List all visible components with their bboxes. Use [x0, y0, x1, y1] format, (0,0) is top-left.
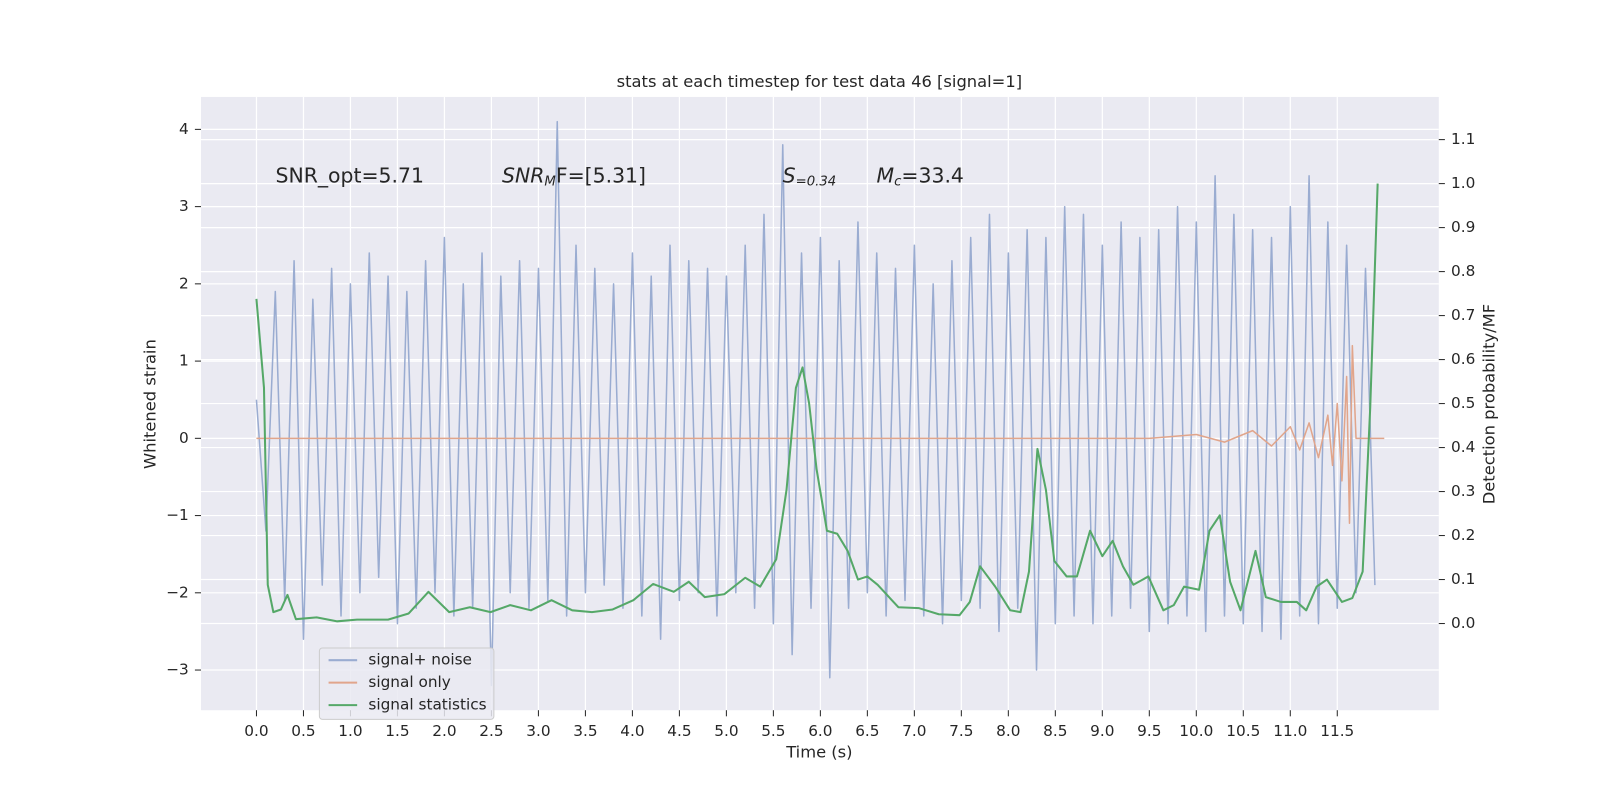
y2-tick-label: 0.6 — [1451, 350, 1475, 368]
y-tick-label: 2 — [179, 274, 189, 292]
x-tick-label: 0.5 — [291, 722, 315, 740]
annotation-part: SNR_opt=5.71 — [276, 164, 424, 189]
x-tick-label: 2.5 — [479, 722, 503, 740]
y2-tick-label: 1.1 — [1451, 130, 1475, 148]
x-tick-label: 1.0 — [338, 722, 362, 740]
annotation-part: c — [894, 175, 902, 190]
y2-axis-label: Detection probability/MF — [1479, 304, 1498, 504]
x-tick-label: 7.0 — [902, 722, 926, 740]
x-axis-label: Time (s) — [785, 743, 852, 762]
x-tick-label: 0.0 — [244, 722, 268, 740]
x-tick-label: 7.5 — [949, 722, 973, 740]
x-tick-label: 1.5 — [385, 722, 409, 740]
x-tick-label: 10.0 — [1179, 722, 1213, 740]
legend-label: signal+ noise — [368, 651, 472, 669]
legend-label: signal statistics — [368, 696, 486, 714]
x-tick-label: 3.0 — [526, 722, 550, 740]
x-tick-label: 11.5 — [1320, 722, 1354, 740]
x-tick-label: 8.0 — [996, 722, 1020, 740]
x-tick-label: 4.0 — [620, 722, 644, 740]
y2-tick-label: 0.0 — [1451, 614, 1475, 632]
y-tick-label: 4 — [179, 120, 189, 138]
y-tick-label: 1 — [179, 352, 189, 370]
y-tick-label: 3 — [179, 197, 189, 215]
annotation: SNR_opt=5.71 — [276, 164, 424, 189]
annotation-part: =0.34 — [796, 175, 837, 190]
x-tick-label: 9.0 — [1090, 722, 1114, 740]
y2-tick-label: 1.0 — [1451, 174, 1475, 192]
series-line — [256, 344, 1385, 525]
y-tick-label: 0 — [179, 429, 189, 447]
series-line — [255, 183, 1379, 623]
y2-tick-label: 0.1 — [1451, 570, 1475, 588]
y2-tick-label: 0.3 — [1451, 482, 1475, 500]
y-tick-label: −1 — [166, 506, 189, 524]
annotation: Mc=33.4 — [877, 164, 964, 190]
chart-title: stats at each timestep for test data 46 … — [617, 72, 1022, 91]
x-tick-label: 6.0 — [808, 722, 832, 740]
annotation: SNRMF=[5.31] — [502, 164, 646, 190]
annotation-part: M — [877, 164, 895, 188]
x-tick-label: 6.5 — [855, 722, 879, 740]
y2-tick-label: 0.5 — [1451, 394, 1475, 412]
annotation-part: =33.4 — [901, 164, 964, 188]
x-tick-label: 4.5 — [667, 722, 691, 740]
y-axis-label: Whitened strain — [141, 339, 160, 469]
annotation-part: F=[5.31] — [556, 164, 646, 188]
annotation-part: S — [783, 164, 796, 188]
x-tick-label: 5.5 — [761, 722, 785, 740]
x-tick-label: 8.5 — [1043, 722, 1067, 740]
y2-tick-label: 0.2 — [1451, 526, 1475, 544]
x-tick-label: 9.5 — [1137, 722, 1161, 740]
x-tick-label: 5.0 — [714, 722, 738, 740]
y2-tick-label: 0.4 — [1451, 438, 1475, 456]
x-tick-label: 2.0 — [432, 722, 456, 740]
y2-tick-label: 0.8 — [1451, 262, 1475, 280]
y2-tick-label: 0.7 — [1451, 306, 1475, 324]
annotation-part: SNR — [502, 164, 544, 188]
legend-label: signal only — [368, 673, 450, 691]
annotation-part: M — [544, 175, 556, 190]
x-tick-label: 11.0 — [1273, 722, 1307, 740]
y-tick-label: −2 — [166, 583, 189, 601]
annotation: S=0.34 — [783, 164, 837, 190]
y-tick-label: −3 — [166, 661, 189, 679]
legend-box — [318, 647, 495, 720]
y2-tick-label: 0.9 — [1451, 218, 1475, 236]
series-line — [255, 120, 1376, 687]
x-tick-label: 10.5 — [1226, 722, 1260, 740]
x-tick-label: 3.5 — [573, 722, 597, 740]
